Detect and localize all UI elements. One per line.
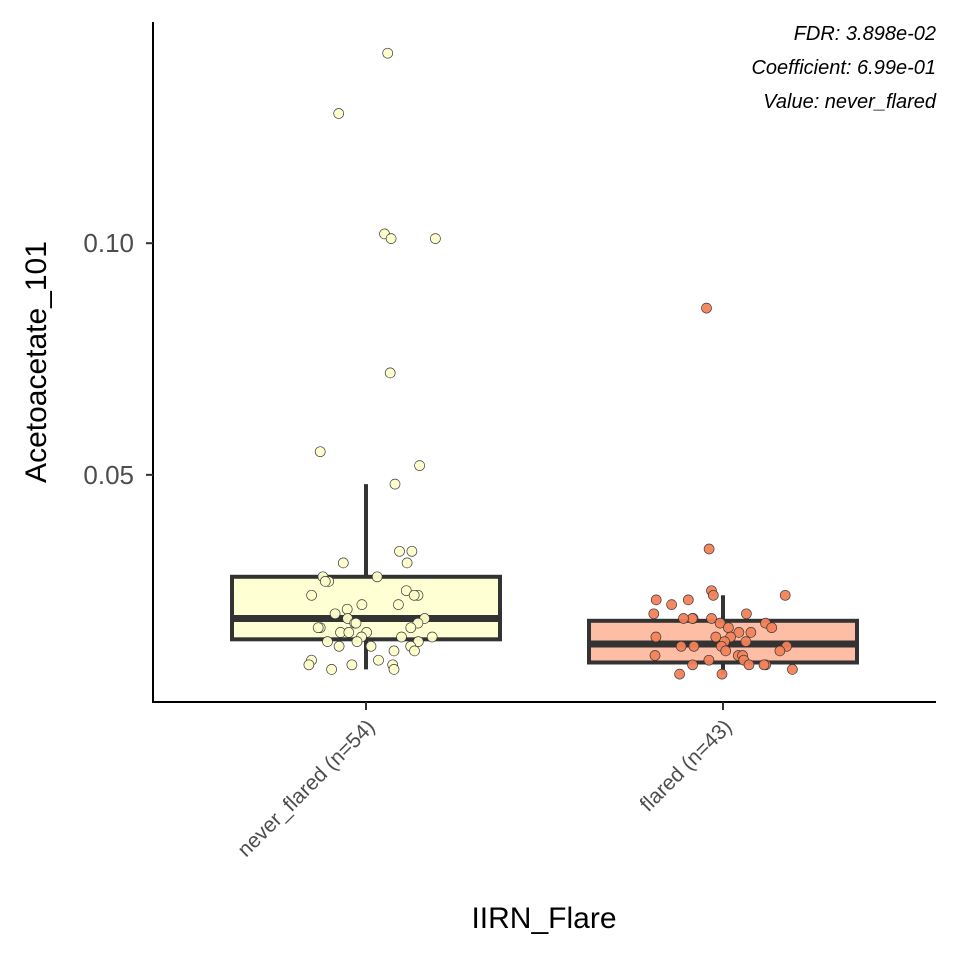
never-flared-point [371,571,383,583]
flared-point [687,659,698,671]
never-flared-point [406,545,418,557]
never-flared-point [405,622,417,634]
never-flared-point [329,608,341,620]
flared-point [733,627,745,638]
never-flared-point [389,478,401,490]
flared-point [678,613,689,624]
x-tick-label: never_flared (n=54) [233,715,379,861]
never-flared-point [385,233,397,244]
points-layer [303,47,798,680]
never-flared-point [384,367,396,379]
never-flared-point [388,664,400,675]
flared-point [716,668,728,680]
never-flared-point [314,446,326,458]
never-flared-point [373,654,384,666]
flared-point [787,664,798,675]
never-flared-point [322,636,333,647]
never-flared-point [400,585,412,597]
flared-point [740,636,752,647]
flared-point [675,640,687,652]
flared-point [707,589,719,601]
flared-point [774,645,786,657]
never-flared-point [351,636,363,647]
flared-point [682,594,694,606]
flared-point [745,627,757,638]
flared-point [723,622,734,634]
never-flared-point [412,636,424,647]
never-flared-point [303,659,315,671]
never-flared-point [414,460,425,471]
flared-point [741,608,752,620]
flared-point [650,631,662,643]
flared-point [701,302,712,314]
never-flared-point [365,640,377,652]
never-flared-point [430,233,441,244]
flared-point [714,617,726,629]
flared-point [779,589,791,601]
flared-point [766,622,778,634]
flared-point [758,659,770,671]
never-flared-point [319,576,331,587]
y-tick-label: 0.10 [83,228,134,258]
never-flared-point [312,622,324,634]
never-flared-point [350,617,362,629]
flared-point [650,594,662,606]
never-flared-point [341,603,353,615]
never-flared-point [306,589,317,601]
flared-point [649,650,661,661]
never-flared-point [382,47,394,59]
flared-point [743,659,755,671]
y-tick-label: 0.05 [83,460,134,490]
flared-point [666,599,677,610]
flared-point [674,668,685,680]
x-tick-label: flared (n=43) [636,715,737,816]
never-flared-point [346,659,358,671]
flared-point [706,613,717,624]
flared-point [710,631,722,643]
never-flared-point [401,557,413,569]
never-flared-point [333,640,345,652]
annotation-fdr: FDR: 3.898e-02 [794,23,936,45]
never-flared-point [408,589,420,601]
never-flared-point [426,631,438,643]
annotation-value: Value: never_flared [763,91,937,113]
x-axis-title: IIRN_Flare [471,902,616,935]
never-flared-point [343,627,355,638]
x-ticks: never_flared (n=54) flared (n=43) [233,702,737,862]
flared-point [703,543,715,555]
annotation-coefficient: Coefficient: 6.99e-01 [751,57,936,79]
flared-point [703,654,715,666]
never-flared-point [396,631,407,643]
flared-point [688,640,700,652]
never-flared-point [326,664,337,675]
never-flared-point [333,108,345,119]
never-flared-point [337,557,349,569]
never-flared-point [388,645,400,657]
y-ticks: 0.05 0.10 [83,228,153,490]
never-flared-point [356,599,368,610]
never-flared-point [409,645,420,657]
never-flared-point [394,545,405,557]
flared-point [720,645,732,657]
never-flared-point [393,599,404,610]
flared-point [648,608,660,620]
y-axis-title: Acetoacetate_101 [20,241,53,483]
